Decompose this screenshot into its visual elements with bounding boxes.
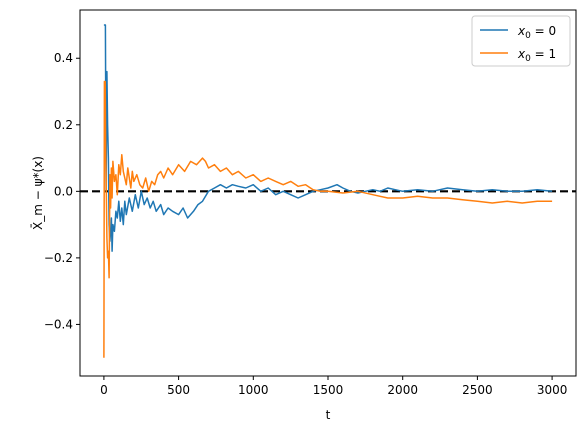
x-tick-label: 1500: [313, 383, 344, 397]
legend-entry-rest: = 1: [531, 47, 556, 61]
legend-entry-sub: 0: [525, 31, 531, 41]
x-tick-label: 3000: [537, 383, 568, 397]
series-line-x0-0: [103, 24, 553, 252]
y-tick-label: 0.2: [54, 118, 73, 132]
y-tick-label: 0.0: [54, 184, 73, 198]
legend-entry-var: x: [517, 47, 526, 61]
axis-ticks: 0 500 1000 1500 2000 2500 3000 −0.4 −0.2 0.0 0.2 0.…: [44, 51, 568, 397]
legend-entry-rest: = 0: [531, 24, 556, 38]
y-tick-label: −0.2: [44, 251, 73, 265]
legend-entry-var: x: [517, 24, 526, 38]
series-lines: [103, 24, 553, 358]
legend-entry-x0-1: x0 = 1: [517, 47, 556, 64]
y-tick-label: −0.4: [44, 317, 73, 331]
x-axis-label: t: [326, 408, 331, 422]
x-tick-label: 2500: [462, 383, 493, 397]
x-tick-label: 1000: [238, 383, 269, 397]
x-tick-label: 0: [100, 383, 108, 397]
y-axis-label: X̄_m − ψ*(x): [31, 156, 45, 230]
legend: x0 = 0 x0 = 1: [471, 15, 571, 67]
y-tick-label: 0.4: [54, 51, 73, 65]
legend-entry-sub: 0: [525, 54, 531, 64]
legend-entry-x0-0: x0 = 0: [517, 24, 556, 41]
x-tick-label: 2000: [387, 383, 418, 397]
x-tick-label: 500: [167, 383, 190, 397]
series-line-x0-1: [103, 80, 553, 358]
